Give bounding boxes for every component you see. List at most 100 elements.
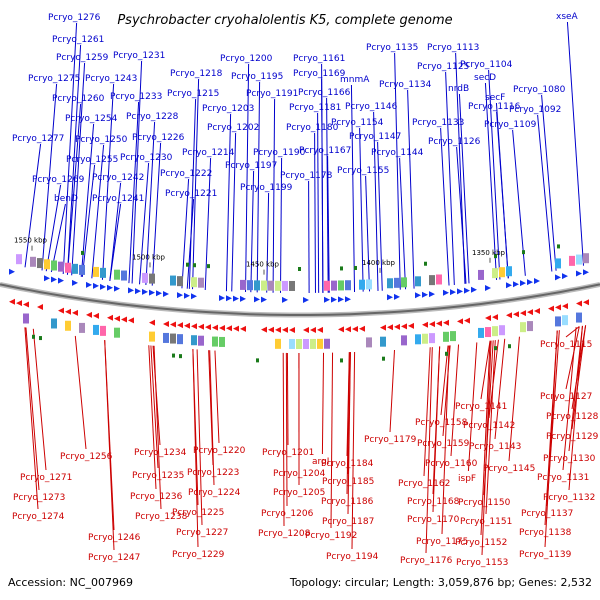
- reverse-cds-arrow: [380, 324, 386, 331]
- feature-block: [170, 333, 176, 344]
- forward-gene-label: Pcryo_1116: [468, 102, 521, 112]
- gc-marker: [494, 346, 497, 351]
- reverse-gene-label: Pcryo_1142: [463, 421, 515, 431]
- reverse-gene-leader: [214, 350, 220, 444]
- forward-gene-leader: [537, 114, 553, 272]
- reverse-gene-label: Pcryo_1206: [261, 509, 314, 519]
- reverse-gene-label: Pcryo_1220: [193, 446, 246, 456]
- feature-block: [317, 338, 323, 349]
- reverse-gene-label: Pcryo_1187: [322, 517, 374, 527]
- reverse-gene-leader: [24, 327, 39, 510]
- reverse-gene-label: Pcryo_1131: [537, 473, 589, 483]
- reverse-gene-leader: [148, 345, 157, 490]
- feature-block: [576, 254, 582, 265]
- reverse-gene-leader: [450, 344, 460, 457]
- forward-gene-label: Pcryo_1259: [56, 53, 109, 63]
- forward-gene-label: nrdB: [448, 84, 469, 94]
- reverse-gene-label: Pcryo_1137: [521, 509, 573, 519]
- reverse-gene-leader: [153, 345, 162, 510]
- gc-marker: [39, 336, 42, 341]
- forward-cds-arrow: [149, 289, 155, 296]
- reverse-gene-leader: [565, 326, 580, 338]
- reverse-gene-label: Pcryo_1150: [458, 498, 511, 508]
- feature-block: [79, 264, 85, 275]
- forward-cds-arrow: [429, 291, 435, 298]
- forward-cds-arrow: [583, 269, 589, 276]
- forward-gene-leader: [62, 22, 78, 275]
- reverse-cds-arrow: [163, 320, 169, 327]
- forward-cds-arrow: [184, 292, 190, 299]
- forward-gene-label: Pcryo_1242: [92, 173, 144, 183]
- forward-cds-arrow: [163, 290, 169, 297]
- reverse-gene-label: Pcryo_1235: [132, 471, 184, 481]
- reverse-gene-label: Pcryo_1234: [134, 448, 187, 458]
- feature-block: [58, 261, 64, 272]
- reverse-gene-label: Pcryo_1223: [187, 468, 239, 478]
- gc-marker: [508, 344, 511, 349]
- reverse-cds-arrow: [184, 322, 190, 329]
- reverse-gene-label: Pcryo_1160: [425, 459, 478, 469]
- reverse-gene-leaders: [24, 325, 587, 556]
- reverse-cds-arrow: [492, 314, 498, 321]
- forward-gene-leader: [41, 83, 58, 271]
- feature-block: [23, 313, 29, 324]
- feature-block: [65, 262, 71, 273]
- gc-marker: [298, 266, 301, 271]
- reverse-gene-leader: [571, 325, 587, 430]
- forward-gene-label: xseA: [556, 12, 579, 22]
- forward-gene-leader: [231, 132, 237, 292]
- reverse-cds-arrow: [457, 318, 463, 325]
- forward-gene-leader: [245, 63, 250, 293]
- feature-block: [478, 327, 484, 338]
- gc-marker: [522, 250, 525, 255]
- reverse-gene-leader: [467, 342, 478, 472]
- feature-block: [331, 280, 337, 291]
- forward-gene-label: Pcryo_1215: [167, 89, 219, 99]
- forward-gene-leader: [66, 44, 82, 275]
- forward-gene-leader: [139, 162, 150, 285]
- forward-cds-arrow: [443, 289, 449, 296]
- reverse-gene-label: Pcryo_1194: [326, 552, 379, 562]
- forward-cds-arrow: [240, 295, 246, 302]
- reverse-gene-label: Pcryo_1236: [130, 492, 183, 502]
- forward-gene-label: Pcryo_1109: [484, 120, 537, 130]
- reverse-cds-arrow: [583, 299, 589, 306]
- feature-block: [100, 325, 106, 336]
- forward-gene-label: Pcryo_1254: [65, 114, 118, 124]
- forward-gene-label: Pcryo_1167: [299, 146, 351, 156]
- reverse-gene-leader: [285, 352, 288, 507]
- reverse-gene-label: Pcryo_1208: [258, 529, 311, 539]
- position-tick-label: 1450 kbp: [246, 261, 280, 269]
- reverse-cds-arrow: [576, 300, 582, 307]
- forward-gene-label: Pcryo_1080: [513, 85, 566, 95]
- forward-cds-arrow: [191, 293, 197, 300]
- forward-gene-label: Pcryo_1243: [85, 74, 137, 84]
- forward-cds-arrow: [51, 276, 57, 283]
- reverse-cds-arrow: [16, 300, 22, 307]
- reverse-cds-arrow: [268, 326, 274, 333]
- forward-gene-leader: [496, 111, 509, 279]
- reverse-cds-arrow: [359, 325, 365, 332]
- reverse-cds-arrow: [93, 312, 99, 319]
- reverse-gene-label: Pcryo_1168: [407, 497, 460, 507]
- forward-cds-arrow: [86, 281, 92, 288]
- reverse-gene-label: Pcryo_1138: [519, 528, 572, 538]
- reverse-gene-label: Pcryo_1130: [543, 454, 596, 464]
- forward-cds-arrow: [457, 288, 463, 295]
- forward-cds-arrow: [142, 288, 148, 295]
- forward-gene-leader: [101, 83, 115, 280]
- reverse-cds-arrow: [226, 325, 232, 332]
- feature-block: [289, 280, 295, 291]
- reverse-gene-label: Pcryo_1224: [188, 488, 241, 498]
- forward-gene-label: Pcryo_1155: [337, 166, 389, 176]
- feature-block: [93, 324, 99, 335]
- feature-block: [310, 338, 316, 349]
- feature-block: [198, 335, 204, 346]
- reverse-gene-leader: [480, 340, 491, 400]
- reverse-gene-leader: [192, 349, 199, 548]
- forward-gene-label: Pcryo_1230: [120, 153, 173, 163]
- reverse-gene-label: Pcryo_1186: [321, 497, 374, 507]
- feature-block: [499, 267, 505, 278]
- reverse-gene-label: Pcryo_1185: [322, 477, 374, 487]
- gc-marker: [32, 334, 35, 339]
